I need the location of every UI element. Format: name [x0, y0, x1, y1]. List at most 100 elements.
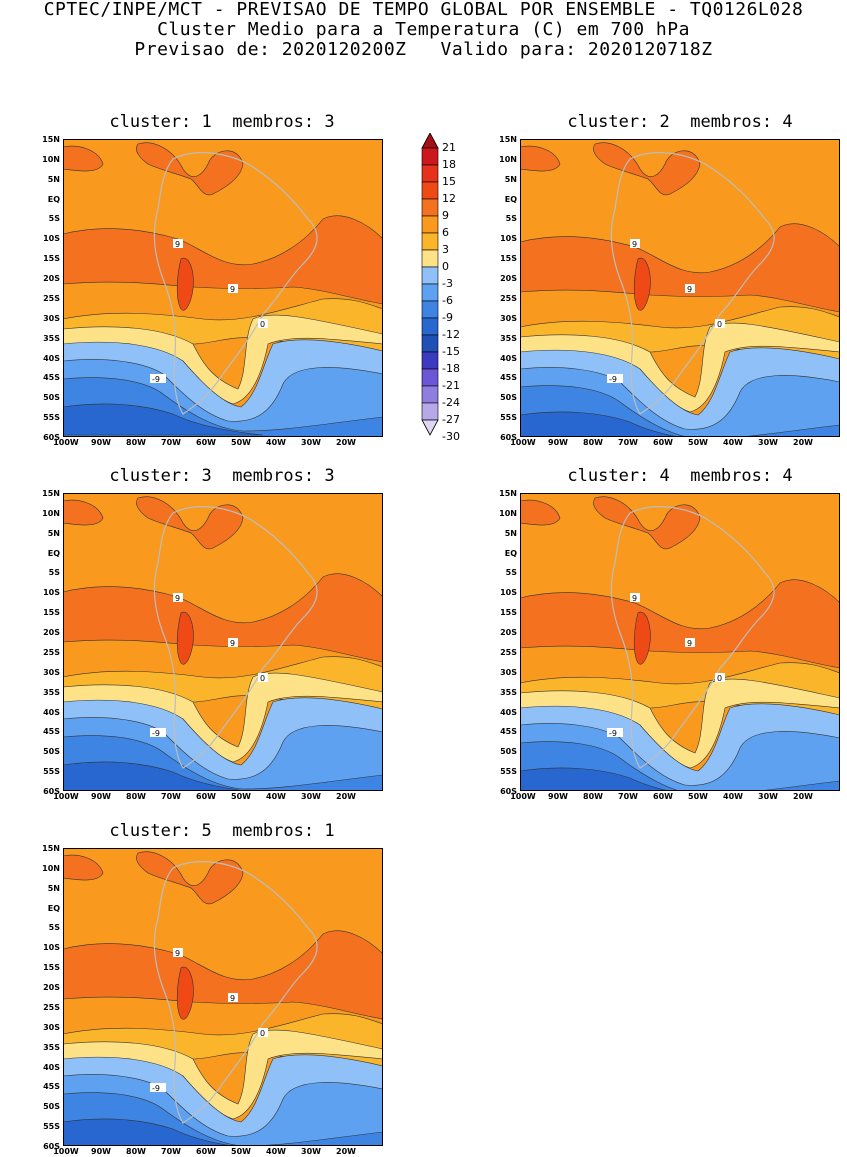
latitude-tick-label: 15S [43, 963, 60, 973]
contour-label: 9 [228, 993, 238, 1003]
latitude-tick-label: 40S [500, 353, 517, 363]
latitude-tick-label: 45S [43, 727, 60, 737]
latitude-tick-label: EQ [504, 194, 517, 204]
temperature-contour-area [520, 145, 561, 172]
contour-label: -9 [607, 728, 623, 738]
contour-label: 9 [685, 284, 695, 294]
colorbar-level-label: -9 [442, 311, 453, 324]
contour-label: 0 [258, 319, 268, 329]
svg-text:0: 0 [717, 320, 722, 329]
longitude-tick-label: 100W [510, 438, 536, 447]
longitude-tick-label: 100W [53, 792, 79, 801]
longitude-tick-label: 40W [266, 438, 286, 447]
latitude-tick-label: 10N [499, 508, 517, 518]
longitude-tick-label: 80W [126, 1147, 146, 1156]
colorbar-segment [421, 402, 439, 421]
svg-text:9: 9 [230, 994, 235, 1003]
contour-label: 9 [630, 593, 640, 603]
latitude-tick-label: 5S [48, 568, 60, 578]
latitude-tick-label: 15N [42, 489, 60, 498]
contour-label: -9 [607, 374, 623, 384]
svg-text:9: 9 [230, 285, 235, 294]
longitude-tick-label: 60W [196, 438, 216, 447]
latitude-tick-label: 10N [42, 863, 60, 873]
longitude-tick-label: 20W [336, 792, 356, 801]
latitude-tick-label: 35S [43, 687, 60, 697]
longitude-tick-label: 60W [653, 438, 673, 447]
colorbar-segment [421, 198, 439, 217]
colorbar-segment [421, 181, 439, 200]
temperature-contour-area [520, 411, 680, 437]
latitude-tick-label: 35S [43, 1042, 60, 1052]
latitude-tick-label: 5N [47, 883, 60, 893]
latitude-tick-label: EQ [47, 194, 60, 204]
colorbar [421, 133, 439, 436]
latitude-tick-label: 40S [500, 707, 517, 717]
latitude-tick-label: 45S [43, 373, 60, 383]
temperature-contour-area [136, 142, 244, 196]
colorbar-level-label: 0 [442, 260, 449, 273]
longitude-tick-label: 90W [548, 438, 568, 447]
svg-text:9: 9 [175, 594, 180, 603]
latitude-tick-label: 15N [42, 844, 60, 853]
colorbar-segment [421, 283, 439, 302]
latitude-tick-label: 55S [43, 1122, 60, 1132]
colorbar-level-label: -12 [442, 328, 460, 341]
latitude-tick-label: 20S [43, 274, 60, 284]
header-line-3: Previsao de: 2020120200Z Valido para: 20… [134, 39, 713, 60]
latitude-tick-label: 50S [500, 747, 517, 757]
colorbar-segment [421, 385, 439, 404]
temperature-contour-area [176, 611, 194, 665]
latitude-tick-label: 45S [43, 1082, 60, 1092]
contour-label: 9 [228, 284, 238, 294]
colorbar-level-label: -18 [442, 362, 460, 375]
panel-title: cluster: 5 membros: 1 [109, 821, 335, 841]
longitude-tick-label: 70W [161, 438, 181, 447]
longitude-tick-label: 40W [723, 792, 743, 801]
contour-label: 9 [173, 593, 183, 603]
latitude-tick-label: 5N [47, 528, 60, 538]
longitude-tick-label: 20W [336, 438, 356, 447]
contour-label: -9 [150, 728, 166, 738]
latitude-tick-label: 50S [43, 393, 60, 403]
colorbar-arrow-top [421, 133, 439, 149]
contour-label: 0 [715, 673, 725, 683]
latitude-tick-label: EQ [47, 903, 60, 913]
contour-label: 9 [630, 239, 640, 249]
contour-label: 0 [258, 673, 268, 683]
latitude-tick-label: 15N [42, 135, 60, 144]
latitude-tick-label: 55S [500, 413, 517, 423]
latitude-tick-label: 15S [500, 608, 517, 618]
latitude-tick-label: 5S [505, 214, 517, 224]
latitude-tick-label: 20S [43, 983, 60, 993]
latitude-tick-label: 10S [43, 943, 60, 953]
continent-outline [153, 506, 318, 769]
colorbar-segment [421, 317, 439, 336]
colorbar-segment [421, 164, 439, 183]
colorbar-segment [421, 147, 439, 166]
temperature-contour-area [63, 145, 104, 172]
latitude-tick-label: 20S [500, 628, 517, 638]
colorbar-level-label: -30 [442, 430, 460, 443]
colorbar-level-label: -24 [442, 396, 460, 409]
longitude-tick-label: 70W [618, 792, 638, 801]
latitude-tick-label: 25S [500, 293, 517, 303]
longitude-tick-label: 50W [688, 438, 708, 447]
panel-title: cluster: 1 membros: 3 [109, 112, 335, 132]
latitude-tick-label: 60S [43, 1142, 60, 1151]
latitude-tick-label: 5S [505, 568, 517, 578]
latitude-tick-label: 45S [500, 373, 517, 383]
colorbar-segment [421, 249, 439, 268]
svg-text:0: 0 [260, 1029, 265, 1038]
longitude-tick-label: 80W [583, 438, 603, 447]
colorbar-segment [421, 300, 439, 319]
latitude-tick-label: 25S [43, 293, 60, 303]
svg-text:9: 9 [175, 949, 180, 958]
latitude-tick-label: 5N [47, 174, 60, 184]
latitude-tick-label: 20S [500, 274, 517, 284]
temperature-contour-area [63, 930, 383, 1020]
longitude-tick-label: 20W [336, 1147, 356, 1156]
continent-outline [610, 506, 775, 769]
svg-text:-9: -9 [609, 375, 617, 384]
latitude-tick-label: 55S [500, 767, 517, 777]
